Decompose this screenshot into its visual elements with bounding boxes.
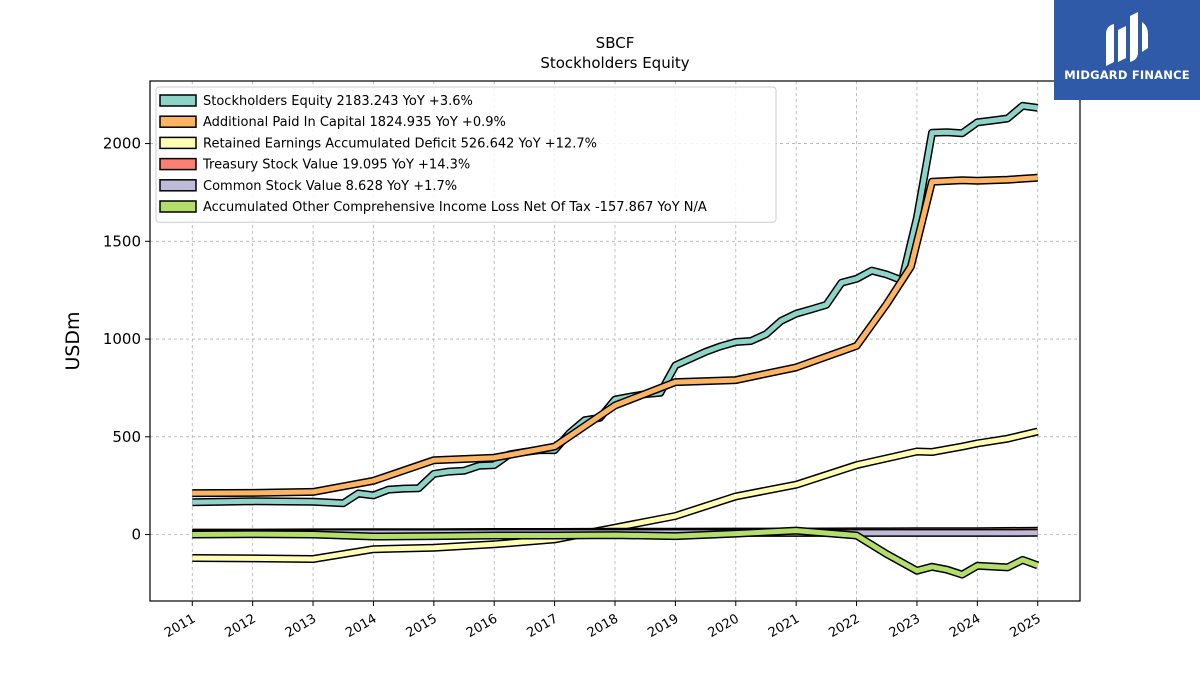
y-axis-label: USDm [62,311,84,370]
legend-swatch [159,94,197,107]
legend-box [155,86,777,223]
x-tick-label: 2013 [283,611,319,641]
series-line-2 [192,173,1038,498]
series-stroke [192,175,1038,496]
x-tick-label: 2012 [223,611,259,641]
x-axis: 2011 2012 2013 2014 2015 2016 2017 2018 2019 2020… [162,601,1044,641]
legend-swatch [159,136,197,150]
series-line-6 [192,526,1040,579]
logo-text: MIDGARD FINANCE [1064,68,1190,82]
legend-label: Accumulated Other Comprehensive Income L… [203,200,707,215]
x-tick-label: 2019 [645,611,681,641]
x-tick-label: 2011 [162,611,198,641]
legend-label: Common Stock Value 8.628 YoY +1.7% [203,179,457,194]
midgard-finance-logo: MIDGARD FINANCE [1054,0,1200,100]
series-stroke [192,528,1039,578]
x-tick-label: 2021 [766,611,802,641]
x-tick-label: 2023 [887,611,923,641]
legend-label: Retained Earnings Accumulated Deficit 52… [203,136,597,151]
y-tick-label: 0 [131,526,141,544]
series-stroke [192,103,1039,506]
x-tick-label: 2022 [826,611,862,641]
series-line-3 [192,427,1039,563]
legend-swatch [159,115,197,128]
chart-subtitle: Stockholders Equity [540,54,689,72]
x-tick-label: 2025 [1008,611,1044,641]
legend-label: Stockholders Equity 2183.243 YoY +3.6% [203,94,473,109]
legend-swatch [159,200,197,213]
legend-label: Additional Paid In Capital 1824.935 YoY … [203,115,506,130]
x-tick-label: 2015 [404,611,440,641]
series-stroke [192,429,1039,562]
logo-mark-icon [1106,12,1148,66]
x-tick-label: 2018 [585,611,621,641]
x-tick-label: 2020 [706,611,742,641]
series-line-1 [192,101,1039,508]
y-tick-label: 500 [112,428,141,446]
x-tick-label: 2017 [524,611,560,641]
x-tick-label: 2016 [464,611,500,641]
x-tick-label: 2024 [947,611,983,641]
legend-swatch [159,179,197,192]
y-tick-label: 1000 [103,330,141,348]
chart-title: SBCF [596,34,635,52]
series-layer [192,101,1040,579]
y-tick-label: 1500 [103,232,141,250]
legend-swatch [159,157,197,171]
legend-label: Treasury Stock Value 19.095 YoY +14.3% [202,158,470,173]
x-tick-label: 2014 [343,611,379,641]
y-axis: 0 500 1000 1500 2000 [103,135,150,544]
legend: Stockholders Equity 2183.243 YoY +3.6% Ad… [155,86,777,223]
y-tick-label: 2000 [103,135,141,153]
